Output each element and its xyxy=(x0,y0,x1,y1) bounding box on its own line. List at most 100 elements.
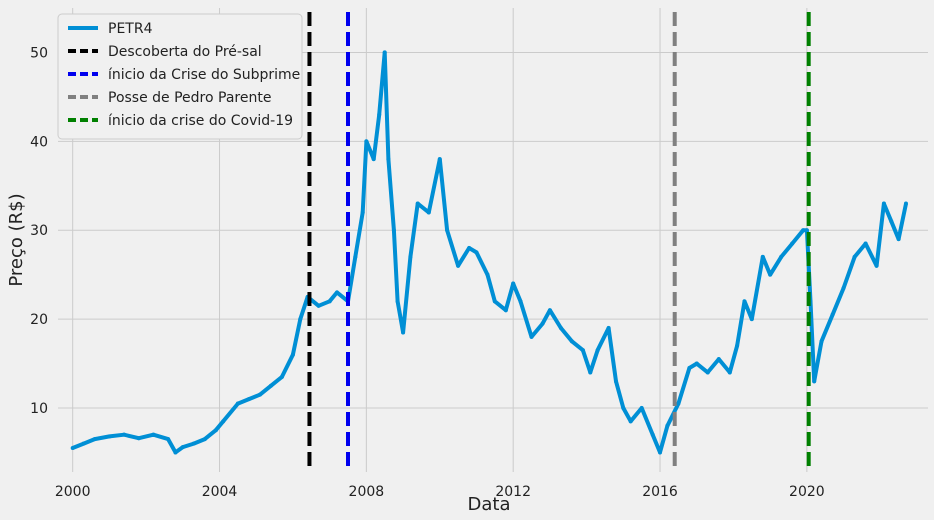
x-tick-labels: 2000 2004 2008 2012 2016 2020 xyxy=(55,484,825,500)
data-point xyxy=(391,228,396,233)
data-point xyxy=(316,303,321,308)
data-point xyxy=(881,201,886,206)
data-point xyxy=(408,254,413,259)
data-point xyxy=(364,139,369,144)
legend: PETR4 Descoberta do Pré-sal ínicio da Cris… xyxy=(57,13,303,140)
data-point xyxy=(889,219,894,224)
legend-label: ínicio da Crise do Subprime xyxy=(108,67,300,83)
data-point xyxy=(151,432,156,437)
legend-label: ínicio da crise do Covid-19 xyxy=(108,113,293,129)
data-point xyxy=(768,272,773,277)
data-point xyxy=(639,406,644,410)
legend-box xyxy=(57,13,303,140)
data-point xyxy=(727,370,732,375)
y-axis-label: Preço (R$) xyxy=(6,193,27,286)
data-point xyxy=(191,441,196,446)
data-point xyxy=(606,326,611,330)
data-point xyxy=(804,228,809,233)
data-point xyxy=(107,434,112,439)
data-point xyxy=(426,210,431,215)
data-point xyxy=(518,299,523,304)
data-point xyxy=(903,201,908,206)
data-point xyxy=(213,428,218,433)
data-point xyxy=(268,383,273,388)
y-tick-label: 40 xyxy=(30,134,48,150)
event-lines xyxy=(307,12,811,472)
data-point xyxy=(371,157,376,162)
y-tick-label: 10 xyxy=(30,401,48,417)
data-point xyxy=(81,441,86,446)
data-point xyxy=(801,228,806,233)
data-point xyxy=(492,299,497,304)
data-point xyxy=(92,437,97,442)
data-point xyxy=(540,321,545,326)
x-tick-label: 2004 xyxy=(202,484,238,500)
data-point xyxy=(503,308,508,313)
data-point xyxy=(580,348,585,353)
data-point xyxy=(202,437,207,442)
data-point xyxy=(749,317,754,322)
data-point xyxy=(676,401,681,406)
data-point xyxy=(529,334,534,339)
data-point xyxy=(841,286,846,290)
data-point xyxy=(377,112,382,117)
data-point xyxy=(290,352,295,357)
x-tick-label: 2008 xyxy=(349,484,385,500)
data-point xyxy=(474,250,479,255)
data-point xyxy=(595,348,600,353)
data-point xyxy=(658,450,663,455)
data-point xyxy=(327,299,332,304)
data-point xyxy=(166,437,171,442)
legend-label: PETR4 xyxy=(108,21,153,37)
data-point xyxy=(812,379,817,384)
data-point xyxy=(650,432,655,437)
data-point xyxy=(257,392,262,397)
data-point xyxy=(628,419,633,424)
x-tick-label: 2012 xyxy=(495,484,531,500)
data-point xyxy=(353,254,358,259)
data-point xyxy=(830,312,835,317)
data-point xyxy=(687,366,692,370)
data-point xyxy=(760,254,765,259)
data-point xyxy=(122,432,127,437)
data-point xyxy=(180,445,185,450)
data-point xyxy=(547,308,552,313)
data-point xyxy=(395,299,400,304)
data-point xyxy=(246,397,251,402)
y-tick-label: 30 xyxy=(30,223,48,239)
data-point xyxy=(221,419,226,424)
data-point xyxy=(735,343,740,348)
data-point xyxy=(790,241,795,246)
data-point xyxy=(779,254,784,259)
data-point xyxy=(415,201,420,206)
data-point xyxy=(298,317,303,322)
data-point xyxy=(621,406,626,410)
data-point xyxy=(665,423,670,428)
x-tick-label: 2016 xyxy=(642,484,678,500)
data-point xyxy=(716,357,721,362)
data-point xyxy=(437,157,442,162)
data-point xyxy=(456,263,461,268)
data-point xyxy=(445,228,450,233)
data-point xyxy=(485,272,490,277)
data-point xyxy=(360,210,365,215)
data-point xyxy=(863,241,868,246)
data-point xyxy=(896,237,901,242)
data-point xyxy=(401,330,406,335)
data-point xyxy=(386,157,391,162)
data-point xyxy=(705,370,710,375)
x-tick-label: 2020 xyxy=(789,484,825,500)
data-point xyxy=(742,299,747,304)
y-tick-label: 50 xyxy=(30,45,48,61)
data-point xyxy=(279,374,284,379)
data-point xyxy=(467,246,472,250)
x-tick-label: 2000 xyxy=(55,484,91,500)
data-point xyxy=(334,290,339,295)
data-point xyxy=(694,361,699,366)
x-axis-label: Data xyxy=(468,494,511,515)
data-point xyxy=(173,450,178,455)
data-point xyxy=(613,379,618,384)
data-point xyxy=(852,254,857,259)
legend-label: Posse de Pedro Parente xyxy=(108,90,271,106)
